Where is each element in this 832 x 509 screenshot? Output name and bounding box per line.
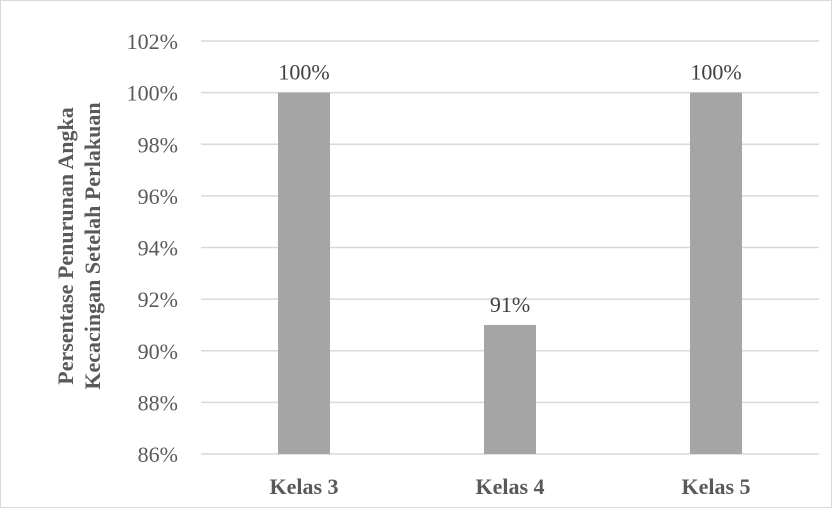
y-axis-ticks: 86% 88% 90% 92% 94% 96% 98% 100% 102% [127,29,178,467]
y-tick-label: 92% [138,287,178,312]
y-tick-label: 96% [138,184,178,209]
bars [278,92,742,454]
y-axis-title: Persentase Penurunan Angka Kecacingan Se… [53,102,105,389]
y-tick-label: 94% [138,236,178,261]
y-tick-label: 88% [138,390,178,415]
y-tick-label: 98% [138,132,178,157]
y-tick-label: 102% [127,29,178,54]
data-label: 91% [490,292,530,317]
data-label: 100% [690,60,741,85]
x-tick-label: Kelas 5 [681,474,750,499]
x-tick-label: Kelas 4 [475,474,544,499]
bar-kelas-5 [690,92,742,454]
x-tick-label: Kelas 3 [269,474,338,499]
y-axis-title-line-1: Persentase Penurunan Angka [53,107,78,384]
bar-kelas-4 [484,324,536,454]
data-label: 100% [278,60,329,85]
x-axis-ticks: Kelas 3 Kelas 4 Kelas 5 [269,474,750,499]
y-tick-label: 86% [138,442,178,467]
y-tick-label: 100% [127,81,178,106]
y-tick-label: 90% [138,339,178,364]
data-labels: 100% 91% 100% [278,60,741,317]
bar-kelas-3 [278,92,330,454]
y-axis-title-line-2: Kecacingan Setelah Perlakuan [80,102,105,389]
